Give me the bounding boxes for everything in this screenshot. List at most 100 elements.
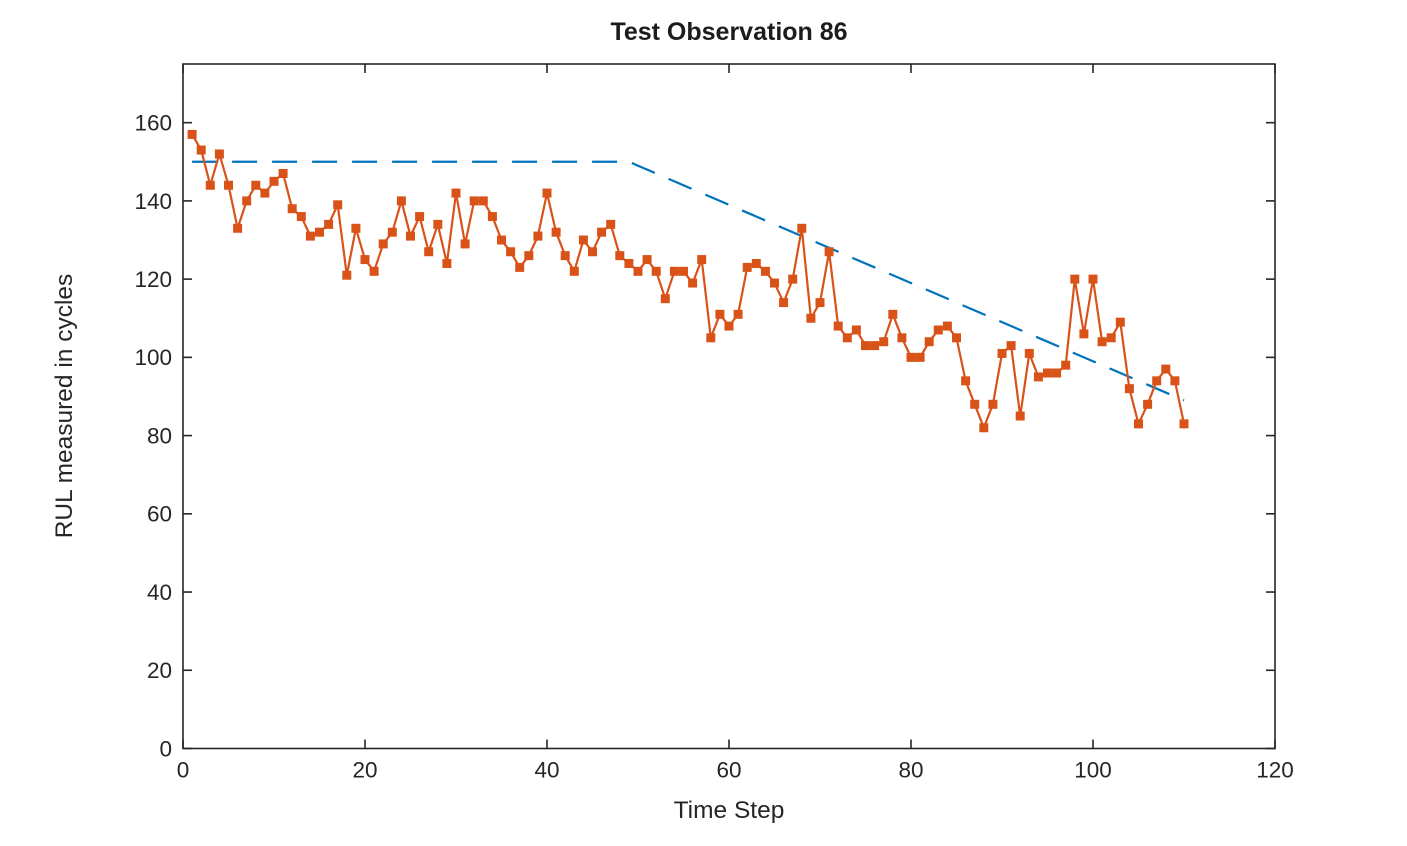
predicted-rul-marker (597, 227, 607, 237)
predicted-rul-marker (697, 255, 707, 265)
predicted-rul-marker (633, 266, 643, 276)
predicted-rul-marker (833, 321, 843, 331)
x-tick-label: 120 (1256, 758, 1294, 783)
predicted-rul-marker (751, 258, 761, 268)
y-tick-label: 160 (134, 111, 172, 136)
predicted-rul-marker (915, 352, 925, 362)
predicted-rul-marker (578, 235, 588, 245)
predicted-rul-marker (469, 196, 479, 206)
predicted-rul-marker (214, 149, 224, 159)
predicted-rul-marker (233, 223, 243, 233)
predicted-rul-marker (1124, 384, 1134, 394)
predicted-rul-marker (952, 333, 961, 343)
predicted-rul-marker (442, 258, 452, 268)
predicted-rul-marker (460, 239, 470, 249)
predicted-rul-marker (988, 399, 998, 409)
predicted-rul-marker (369, 266, 379, 276)
x-tick-label: 0 (177, 758, 190, 783)
predicted-rul-marker (660, 294, 670, 304)
predicted-rul-marker (788, 274, 798, 284)
predicted-rul-marker (433, 219, 443, 229)
predicted-rul-marker (487, 212, 497, 222)
predicted-rul-marker (688, 278, 698, 288)
predicted-rul-marker (415, 212, 425, 222)
predicted-rul-marker (1143, 399, 1153, 409)
predicted-rul-marker (1134, 419, 1143, 429)
predicted-rul-marker (542, 188, 552, 198)
predicted-rul-marker (1161, 364, 1171, 374)
predicted-rul-marker (1079, 329, 1089, 339)
predicted-rul-marker (1070, 274, 1080, 284)
predicted-rul-marker (1052, 368, 1062, 378)
predicted-rul-marker (851, 325, 861, 335)
predicted-rul-marker (524, 251, 534, 261)
predicted-rul-marker (1152, 376, 1162, 386)
predicted-rul-marker (897, 333, 907, 343)
predicted-rul-marker (406, 231, 415, 241)
predicted-rul-marker (861, 341, 870, 351)
predicted-rul-marker (933, 325, 943, 335)
predicted-rul-marker (1179, 419, 1189, 429)
predicted-rul-marker (1106, 333, 1116, 343)
predicted-rul-marker (706, 333, 716, 343)
y-tick-label: 60 (147, 502, 172, 527)
predicted-rul-marker (251, 180, 261, 190)
predicted-rul-marker (1015, 411, 1025, 421)
y-axis-label: RUL measured in cycles (51, 274, 78, 539)
predicted-rul-marker (497, 235, 506, 245)
y-tick-label: 120 (134, 267, 172, 292)
predicted-rul-marker (742, 262, 752, 272)
predicted-rul-marker (287, 204, 297, 214)
predicted-rul-marker (842, 333, 852, 343)
y-tick-label: 140 (134, 189, 172, 214)
predicted-rul-marker (870, 341, 880, 351)
predicted-rul-marker (642, 255, 652, 265)
predicted-rul-marker (305, 231, 315, 241)
predicted-rul-marker (924, 337, 934, 347)
predicted-rul-marker (961, 376, 971, 386)
predicted-rul-marker (451, 188, 461, 198)
predicted-rul-line (191, 133, 1186, 429)
predicted-rul-marker (260, 188, 270, 198)
predicted-rul-marker (669, 266, 679, 276)
x-tick-label: 100 (1074, 758, 1112, 783)
predicted-rul-marker (342, 270, 352, 280)
predicted-rul-marker (1024, 348, 1034, 358)
predicted-rul-marker (1061, 360, 1071, 370)
predicted-rul-marker (1088, 274, 1098, 284)
predicted-rul-marker (324, 219, 334, 229)
predicted-rul-marker (1033, 372, 1043, 382)
predicted-rul-marker (624, 258, 634, 268)
x-tick-label: 60 (716, 758, 741, 783)
predicted-rul-marker (906, 352, 916, 362)
predicted-rul-marker (360, 255, 370, 265)
y-tick-label: 40 (147, 580, 172, 605)
predicted-rul-marker (242, 196, 252, 206)
predicted-rul-marker (733, 309, 743, 319)
predicted-rul-marker (533, 231, 543, 241)
predicted-rul-marker (824, 247, 834, 257)
predicted-rul-marker (551, 227, 561, 237)
x-tick-label: 20 (352, 758, 377, 783)
predicted-rul-marker (515, 262, 525, 272)
x-tick-label: 80 (898, 758, 923, 783)
predicted-rul-marker (560, 251, 570, 261)
y-tick-label: 20 (147, 658, 172, 683)
chart-title: Test Observation 86 (610, 18, 847, 46)
predicted-rul-marker (651, 266, 661, 276)
predicted-rul-marker (997, 348, 1007, 358)
predicted-rul-marker (187, 129, 197, 139)
predicted-rul-marker (205, 180, 215, 190)
predicted-rul-marker (888, 309, 898, 319)
predicted-rul-marker (724, 321, 734, 331)
predicted-rul-marker (942, 321, 952, 331)
x-tick-label: 40 (534, 758, 559, 783)
predicted-rul-marker (315, 227, 324, 237)
predicted-rul-marker (970, 399, 980, 409)
predicted-rul-marker (196, 145, 206, 155)
predicted-rul-marker (615, 251, 625, 261)
predicted-rul-marker (770, 278, 779, 288)
predicted-rul-marker (760, 266, 770, 276)
predicted-rul-marker (679, 266, 688, 276)
